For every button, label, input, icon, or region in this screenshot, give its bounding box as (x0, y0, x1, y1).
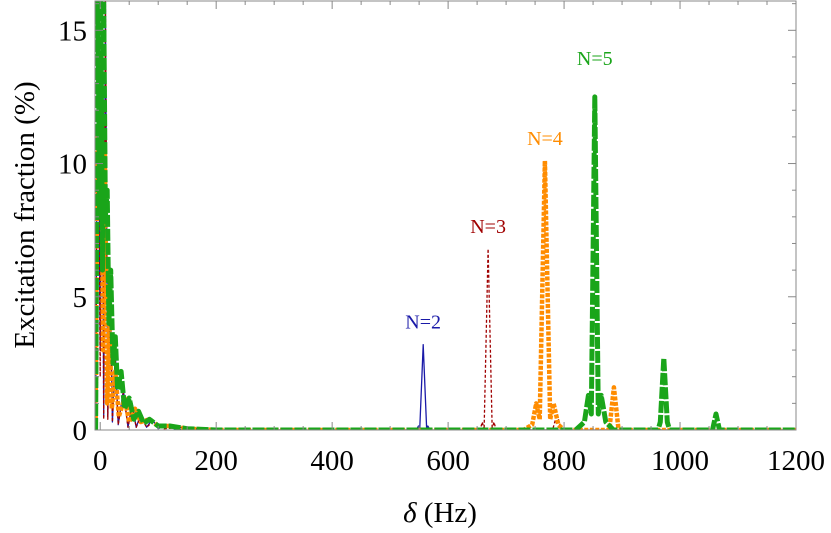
series-layer (95, 1, 796, 430)
y-tick-labels: 0 5 10 15 (58, 15, 87, 447)
series-label-N4: N=4 (527, 128, 563, 150)
x-tick-label: 200 (194, 445, 238, 477)
x-tick-label: 1200 (767, 445, 825, 477)
y-tick-label: 15 (58, 15, 87, 47)
x-axis-unit: (Hz) (424, 497, 477, 529)
x-axis-symbol: δ (403, 497, 417, 529)
series-line-N5 (95, 1, 796, 430)
x-tick-label: 600 (426, 445, 470, 477)
x-axis-label: δ (Hz) (403, 497, 477, 529)
y-tick-label: 5 (73, 282, 88, 314)
series-line-N3 (95, 1, 796, 430)
y-tick-label: 10 (58, 149, 87, 181)
x-tick-label: 0 (93, 445, 108, 477)
x-tick-label: 1000 (651, 445, 709, 477)
y-tick-label: 0 (73, 415, 88, 447)
series-labels: N=2 N=3 N=4 N=5 (405, 48, 612, 334)
series-line-N2 (95, 1, 796, 430)
series-label-N3: N=3 (470, 216, 506, 238)
plot-frame (94, 0, 797, 431)
ticks-layer (95, 1, 797, 431)
x-tick-label: 800 (542, 445, 586, 477)
series-label-N2: N=2 (405, 312, 441, 334)
y-axis-label: Excitation fraction (%) (9, 81, 41, 348)
series-label-N5: N=5 (577, 48, 613, 70)
x-tick-label: 400 (310, 445, 354, 477)
x-tick-labels: 0 200 400 600 800 1000 1200 (93, 445, 825, 477)
series-line-N4 (95, 129, 796, 430)
